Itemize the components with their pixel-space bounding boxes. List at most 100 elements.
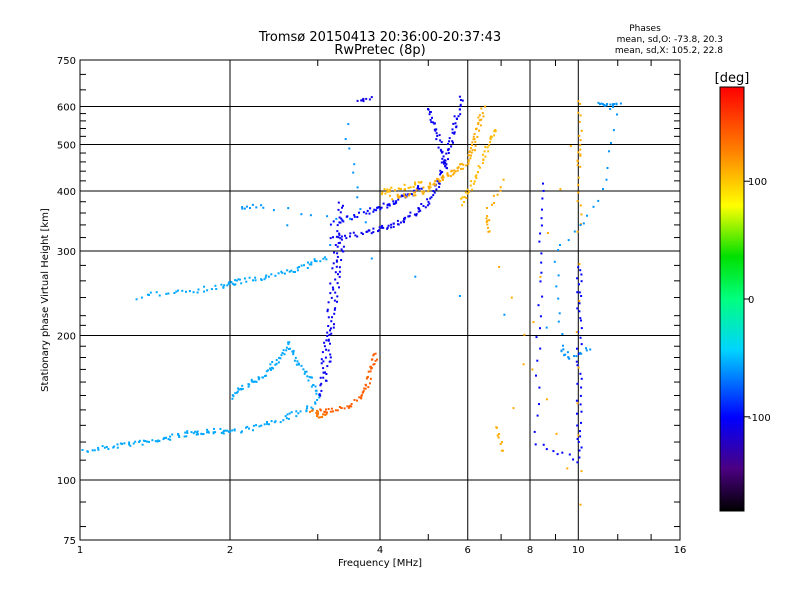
data-point	[294, 356, 297, 359]
data-point	[206, 289, 209, 292]
data-point	[254, 276, 257, 279]
data-point	[503, 313, 506, 316]
data-point	[263, 278, 266, 281]
data-point	[329, 292, 332, 295]
data-point	[438, 134, 441, 137]
data-point	[362, 211, 365, 214]
data-point	[442, 160, 445, 163]
data-point	[329, 244, 332, 246]
data-point	[470, 180, 473, 183]
data-point	[169, 435, 172, 438]
data-point	[271, 361, 274, 363]
data-point	[407, 193, 410, 196]
data-point	[420, 190, 423, 193]
data-point	[192, 291, 195, 294]
data-point	[420, 187, 423, 190]
data-point	[329, 282, 332, 285]
data-point	[326, 335, 329, 337]
data-point	[439, 179, 442, 182]
data-point	[578, 283, 580, 286]
colorbar-tick-label: 0	[748, 295, 754, 306]
data-point	[285, 417, 288, 420]
data-point	[461, 167, 464, 170]
data-point	[336, 300, 338, 303]
data-point	[576, 200, 579, 203]
data-point	[423, 190, 426, 193]
data-point	[310, 406, 313, 409]
data-point	[318, 396, 321, 399]
data-point	[599, 103, 601, 106]
data-point	[540, 252, 543, 255]
data-point	[268, 423, 270, 426]
data-point	[342, 204, 344, 207]
data-point	[448, 137, 451, 140]
data-point	[286, 413, 289, 416]
data-point	[353, 214, 356, 217]
data-point	[325, 373, 328, 375]
data-point	[346, 405, 349, 408]
data-point	[580, 295, 583, 297]
data-point	[497, 436, 500, 439]
data-point	[542, 189, 545, 192]
data-point	[414, 191, 416, 194]
data-point	[341, 219, 344, 222]
data-point	[396, 193, 399, 196]
data-point	[448, 140, 451, 143]
data-point	[418, 208, 421, 211]
data-point	[337, 208, 340, 211]
data-point	[577, 434, 580, 437]
data-point	[330, 327, 332, 330]
data-point	[323, 345, 326, 348]
data-point	[575, 399, 578, 402]
data-point	[468, 150, 471, 153]
data-point	[332, 236, 334, 239]
data-point	[154, 440, 157, 443]
data-point	[453, 115, 456, 118]
data-point	[252, 380, 255, 383]
data-point	[324, 413, 327, 416]
data-point	[386, 188, 389, 191]
data-point	[447, 148, 450, 151]
data-point	[488, 144, 491, 147]
data-point	[612, 129, 615, 132]
data-point	[557, 249, 560, 251]
data-point	[358, 396, 361, 399]
data-point	[472, 138, 475, 141]
data-point	[272, 209, 275, 212]
data-point	[477, 165, 480, 168]
data-point	[202, 433, 205, 435]
data-point	[245, 280, 248, 283]
data-point	[292, 353, 295, 356]
data-point	[377, 206, 380, 209]
data-point	[287, 343, 290, 346]
data-point	[340, 217, 343, 220]
data-point	[475, 127, 478, 130]
data-point	[237, 387, 240, 390]
data-point	[249, 207, 251, 209]
data-point	[399, 221, 402, 224]
data-point	[142, 439, 145, 442]
data-point	[327, 301, 330, 304]
data-point	[577, 266, 580, 269]
data-point	[264, 276, 267, 279]
data-point	[386, 206, 389, 209]
data-point	[433, 122, 436, 125]
data-point	[541, 197, 544, 200]
data-point	[454, 122, 457, 125]
data-point	[432, 121, 435, 124]
data-point	[165, 436, 167, 439]
data-point	[467, 160, 470, 163]
data-point	[207, 430, 210, 433]
data-point	[523, 333, 526, 336]
data-point	[119, 442, 122, 445]
data-point	[246, 425, 249, 428]
data-point	[295, 363, 298, 366]
data-point	[285, 349, 288, 352]
data-point	[573, 355, 576, 357]
data-point	[422, 205, 425, 207]
data-point	[349, 235, 351, 238]
data-point	[336, 409, 339, 412]
data-point	[86, 450, 89, 453]
data-point	[309, 410, 311, 413]
data-point	[502, 178, 505, 181]
